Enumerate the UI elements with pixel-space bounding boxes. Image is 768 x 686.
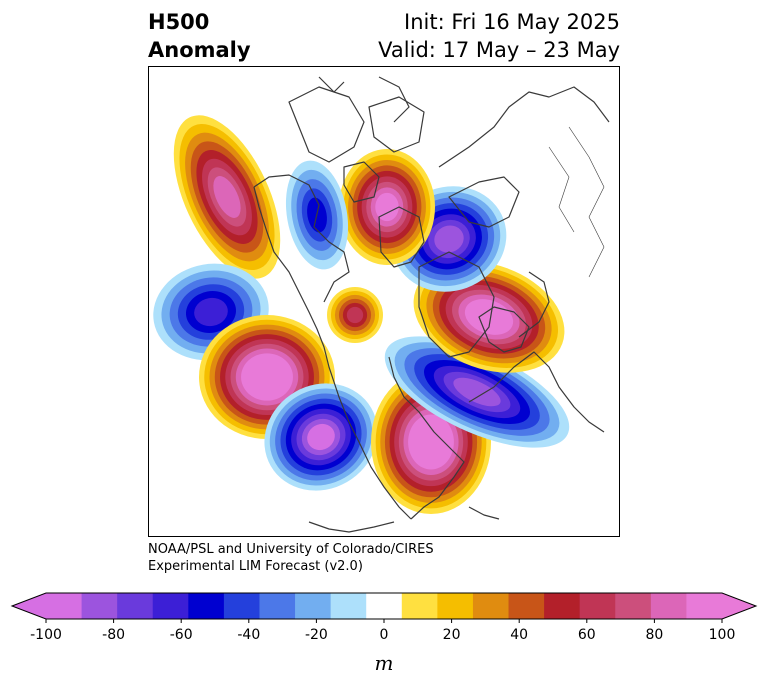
north-pole-marker (380, 298, 388, 306)
colorbar-tick-label: -100 (30, 627, 62, 643)
colorbar-bin (117, 593, 154, 619)
colorbar-tick-label: 0 (379, 627, 389, 643)
colorbar-bin (81, 593, 118, 619)
title-left: H500 Anomaly (148, 8, 251, 64)
colorbar-tick-label: -40 (237, 627, 261, 643)
title-right: Init: Fri 16 May 2025 Valid: 17 May – 23… (378, 8, 620, 64)
anomaly-contour (346, 306, 364, 324)
colorbar-tick-label: 60 (577, 627, 596, 643)
coastline-alaska (253, 174, 350, 303)
anomaly-center-high (339, 149, 435, 265)
anomaly-center-low (264, 383, 378, 491)
colorbar-bin (46, 593, 83, 619)
colorbar-bin (295, 593, 332, 619)
colorbar: -100 -80 -60 -40 -20 0 20 40 60 80 100 m (0, 590, 768, 686)
colorbar-tick-label: -80 (102, 627, 126, 643)
init-date: Init: Fri 16 May 2025 (404, 10, 620, 34)
anomaly-contour (213, 176, 241, 218)
colorbar-tick-label: -60 (169, 627, 193, 643)
colorbar-tick-label: 100 (708, 627, 736, 643)
coastline-scandinavia (478, 306, 530, 353)
anomaly-center-low (384, 336, 570, 448)
colorbar-extend-max (722, 593, 756, 619)
coastlines (253, 76, 610, 533)
credit-line-1: NOAA/PSL and University of Colorado/CIRE… (148, 542, 434, 557)
coastline-greenland (418, 251, 495, 358)
colorbar-unit: m (374, 651, 394, 675)
colorbar-bin (188, 593, 225, 619)
anomaly-contour (453, 377, 501, 407)
anomaly-contour (417, 425, 445, 459)
anomaly-field (153, 115, 570, 514)
credit-text: NOAA/PSL and University of Colorado/CIRE… (148, 541, 434, 575)
valid-period: Valid: 17 May – 23 May (378, 38, 620, 62)
colorbar-bin (508, 593, 545, 619)
colorbar-bin (544, 593, 581, 619)
colorbar-bin (650, 593, 687, 619)
coastline-na-west (253, 186, 412, 520)
anomaly-contour (194, 297, 228, 327)
colorbar-bin (401, 593, 438, 619)
coastline-hudson-bay (378, 206, 425, 268)
anomaly-center-high (173, 115, 281, 279)
colorbar-bin (259, 593, 296, 619)
colorbar-tick-label: 40 (510, 627, 529, 643)
colorbar-bin (330, 593, 367, 619)
anomaly-map (148, 66, 620, 537)
colorbar-strip (10, 592, 758, 623)
colorbar-tick-label: 80 (645, 627, 664, 643)
anomaly-contour (434, 225, 464, 253)
coastline-asia (438, 86, 610, 168)
colorbar-bin (152, 593, 189, 619)
anomaly-center-high (413, 261, 565, 373)
anomaly-contour (307, 423, 335, 451)
title-quantity: Anomaly (148, 38, 251, 62)
anomaly-contour (375, 192, 399, 222)
colorbar-tick-label: -20 (304, 627, 328, 643)
colorbar-bin (472, 593, 510, 619)
colorbar-bin (615, 593, 652, 619)
colorbar-tick-label: 20 (442, 627, 461, 643)
coastline-arctic-islands (288, 86, 365, 163)
colorbar-bin (686, 593, 723, 619)
anomaly-center-high (327, 287, 383, 343)
coastline-na-east (388, 356, 465, 520)
colorbar-bin (366, 593, 403, 619)
anomaly-contour (251, 362, 283, 392)
title-variable: H500 (148, 10, 210, 34)
colorbar-extend-min (12, 593, 46, 619)
coastline-europe (468, 351, 605, 433)
credit-line-2: Experimental LIM Forecast (v2.0) (148, 559, 363, 574)
anomaly-contour (471, 303, 507, 331)
colorbar-bin (437, 593, 474, 619)
colorbar-bin (223, 593, 260, 619)
colorbar-bin (579, 593, 616, 619)
